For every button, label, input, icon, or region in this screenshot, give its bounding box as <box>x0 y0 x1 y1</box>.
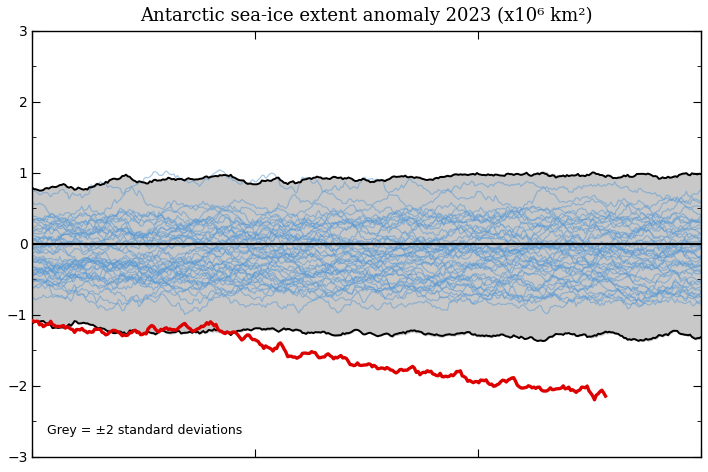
Title: Antarctic sea-ice extent anomaly 2023 (x10⁶ km²): Antarctic sea-ice extent anomaly 2023 (x… <box>140 7 593 25</box>
Text: Grey = ±2 standard deviations: Grey = ±2 standard deviations <box>47 424 242 438</box>
